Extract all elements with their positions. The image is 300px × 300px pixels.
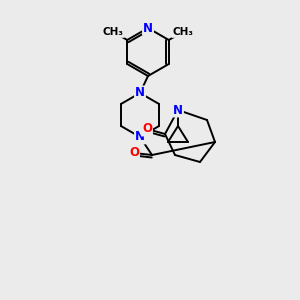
Text: N: N bbox=[143, 22, 153, 34]
Text: O: O bbox=[129, 146, 139, 160]
Text: N: N bbox=[135, 86, 145, 100]
Text: O: O bbox=[142, 122, 152, 136]
Text: CH₃: CH₃ bbox=[172, 27, 193, 37]
Text: CH₃: CH₃ bbox=[103, 27, 124, 37]
Text: N: N bbox=[135, 130, 145, 143]
Text: N: N bbox=[173, 103, 183, 116]
